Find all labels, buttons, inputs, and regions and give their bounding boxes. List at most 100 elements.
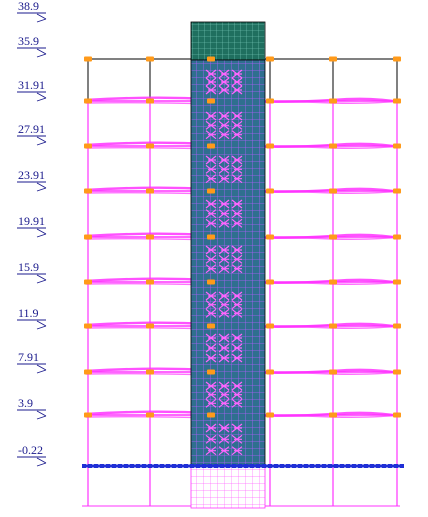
ground-node [160,464,164,468]
crack-mark [205,218,217,228]
elevation-arrow-icon [36,364,47,374]
joint-node [329,412,337,418]
joint-node [84,369,92,375]
ground-node [112,464,116,468]
elevation-marker: 7.91 [17,350,47,374]
crack-mark [231,245,243,255]
joint-node [84,234,92,240]
joint-node [207,323,215,329]
crack-mark [205,111,217,121]
ground-node [292,464,296,468]
crack-mark [231,164,243,174]
ground-node [340,464,344,468]
crack-mark [231,174,243,184]
ground-node [280,464,284,468]
ground-node [250,464,254,468]
elevation-arrow-icon [36,48,47,58]
crack-mark [205,120,217,130]
crack-mark [205,77,217,87]
crack-mark [231,155,243,165]
ground-node [100,464,104,468]
frame-joints [84,56,401,418]
elevation-markers: 38.9 35.9 31.91 27.91 23.91 19.91 15.9 11.9 7.91… [17,0,47,467]
joint-node [266,143,274,149]
crack-mark [218,423,230,433]
crack-cluster [205,423,243,456]
ground-node [130,464,134,468]
crack-mark [218,390,230,400]
joint-node [329,234,337,240]
joint-node [84,188,92,194]
elevation-arrow-icon [36,136,47,146]
ground-node [316,464,320,468]
core-wall [190,21,266,509]
crack-mark [205,291,217,301]
joint-node [207,188,215,194]
joint-node [329,323,337,329]
ground-node [118,464,122,468]
ground-level-line [82,464,404,468]
joint-node [146,56,154,62]
joint-node [393,279,401,285]
joint-node [266,412,274,418]
elevation-label: 35.9 [18,34,39,48]
ground-node [256,464,260,468]
joint-node [329,279,337,285]
ground-node [88,464,92,468]
crack-mark [218,245,230,255]
elevation-marker: 38.9 [17,0,47,23]
crack-mark [231,218,243,228]
crack-mark [231,199,243,209]
crack-cluster [205,333,243,363]
crack-cluster [205,111,243,140]
joint-node [207,279,215,285]
ground-node [154,464,158,468]
joint-node [393,56,401,62]
crack-mark [205,333,217,343]
crack-mark [205,164,217,174]
crack-mark [218,164,230,174]
joint-node [207,56,215,62]
joint-node [207,143,215,149]
crack-mark [231,381,243,391]
elevation-label: 23.91 [18,168,45,182]
elevation-arrow-icon [36,274,47,284]
crack-mark [231,69,243,79]
crack-mark [218,130,230,140]
ground-node [268,464,272,468]
ground-node [184,464,188,468]
elevation-arrow-icon [36,410,47,420]
joint-node [266,234,274,240]
ground-node [370,464,374,468]
ground-node [334,464,338,468]
ground-node [286,464,290,468]
crack-mark [205,69,217,79]
crack-mark [231,423,243,433]
crack-mark [218,434,230,444]
crack-mark [205,398,217,408]
joint-node [146,323,154,329]
crack-mark [231,209,243,219]
crack-mark [231,85,243,95]
ground-node [298,464,302,468]
crack-mark [205,390,217,400]
ground-node [220,464,224,468]
crack-mark [231,434,243,444]
crack-mark [218,120,230,130]
elevation-arrow-icon [36,92,47,102]
joint-node [329,188,337,194]
crack-mark [218,77,230,87]
crack-cluster [205,291,243,318]
elevation-marker: 35.9 [17,34,47,58]
joint-node [266,56,274,62]
ground-node [148,464,152,468]
ground-node [388,464,392,468]
joint-node [266,323,274,329]
ground-node [400,464,404,468]
crack-mark [218,69,230,79]
crack-mark [231,390,243,400]
crack-mark [231,111,243,121]
crack-mark [205,353,217,363]
ground-node [352,464,356,468]
elevation-label: 7.91 [18,350,39,364]
